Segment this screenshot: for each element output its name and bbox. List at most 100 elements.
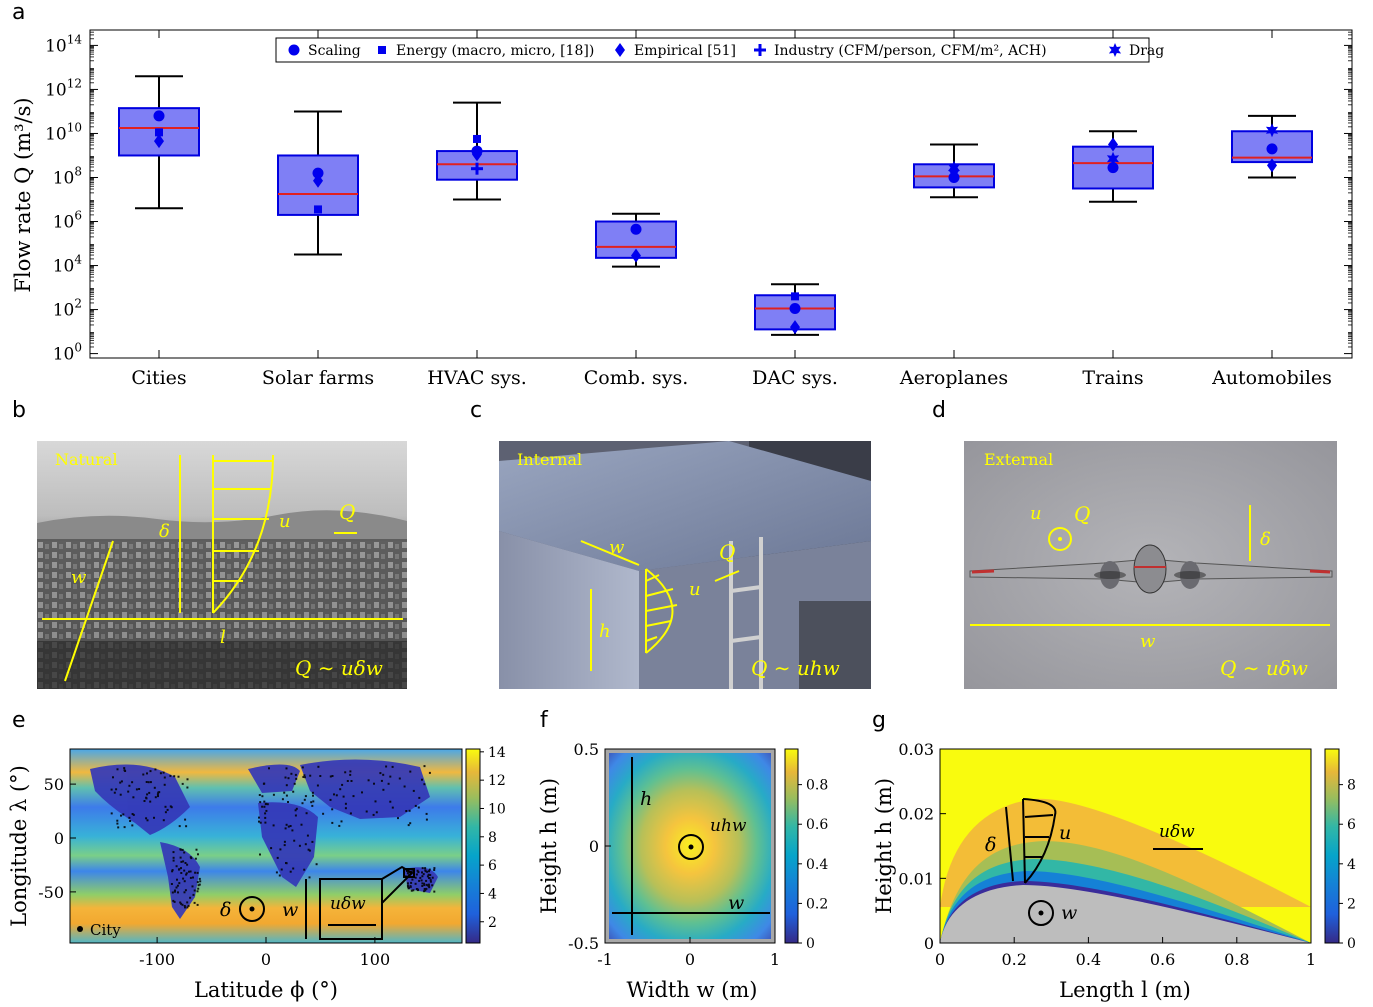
city-dot [131, 824, 134, 827]
legend-entry: Energy (macro, micro, [18]) [396, 43, 594, 59]
city-dot [116, 768, 119, 771]
city-dot [179, 901, 182, 904]
colorbar-tick-label: 0.2 [806, 896, 828, 912]
city-dot [263, 805, 266, 808]
colorbar-tick-label: 0.8 [806, 778, 828, 794]
city-dot [146, 819, 149, 822]
data-point-empirical [1108, 137, 1118, 152]
city-dot [412, 889, 415, 892]
x-tick-label: 0.4 [1076, 950, 1101, 969]
city-dot [264, 816, 267, 819]
data-point-empirical [790, 320, 800, 335]
city-dot [198, 877, 201, 880]
city-dot [116, 819, 119, 822]
annot-w: w [282, 899, 298, 921]
city-dot [181, 903, 184, 906]
city-dot [346, 780, 349, 782]
legend-entry: Drag [1129, 43, 1164, 59]
city-dot [303, 798, 306, 801]
colorbar-tick-label: 6 [488, 858, 497, 874]
y-tick-label: 108 [53, 164, 82, 188]
city-dot [311, 804, 314, 807]
colorbar-tick-label: 10 [488, 801, 506, 817]
city-dot [145, 817, 148, 820]
label-delta: δ [159, 521, 170, 542]
city-dot [312, 794, 314, 797]
y-tick-label: 100 [53, 341, 82, 365]
city-dot [142, 773, 145, 776]
city-dot [302, 776, 305, 778]
city-dot [172, 899, 175, 902]
city-dot [174, 889, 176, 892]
colorbar-tick-label: 4 [488, 886, 497, 902]
annot-uhw: uhw [710, 816, 747, 836]
city-dot [406, 884, 409, 887]
boundary-layer-heatmap: δ u uδw w 0 0.2 0.4 0.6 0.8 1 0 0.01 0.02 0.03 L… [873, 740, 1356, 1002]
city-dot [131, 813, 134, 815]
city-dot [146, 772, 148, 775]
city-dot [421, 871, 423, 874]
formula-natural: Q ∼ uδw [295, 656, 383, 680]
city-dot [417, 871, 420, 874]
natural-tag: Natural [55, 450, 118, 469]
city-dot [176, 878, 178, 881]
city-dot [270, 847, 273, 850]
city-dot [311, 840, 314, 843]
colorbar-tick-label: 0.6 [806, 817, 828, 833]
category-label: Trains [1082, 367, 1143, 389]
city-dot [264, 821, 267, 824]
label-l: l [220, 627, 226, 648]
city-dot [119, 793, 122, 796]
legend: Scaling Energy (macro, micro, [18]) Empiri… [275, 37, 1164, 63]
city-dot [132, 796, 135, 799]
city-dot [196, 881, 199, 884]
city-dot [317, 765, 320, 768]
city-dot [423, 884, 426, 886]
category-label: Aeroplanes [899, 367, 1008, 389]
city-dot [409, 885, 412, 888]
city-dot [184, 818, 187, 821]
city-dot [433, 890, 436, 893]
colorbar-tick-label: 0.4 [806, 857, 828, 873]
city-dot [425, 812, 428, 815]
city-dot [305, 812, 308, 815]
city-dot [421, 867, 424, 870]
annot-u: u [1059, 822, 1071, 844]
city-dot [175, 886, 178, 889]
label-w: w [71, 567, 87, 588]
city-dot [344, 807, 347, 810]
city-dot [184, 906, 186, 909]
city-dot [433, 867, 436, 870]
y-tick-label: 106 [53, 209, 82, 233]
city-dot [182, 877, 185, 880]
city-dot [197, 853, 199, 856]
city-dot [262, 782, 265, 785]
city-dot [303, 774, 306, 777]
city-dot [431, 876, 434, 879]
colorbar [1324, 748, 1340, 944]
x-tick-label: 0 [685, 950, 695, 969]
city-dot [115, 788, 118, 791]
city-dot [157, 795, 159, 798]
data-point-energy [314, 205, 322, 214]
city-dot [129, 820, 132, 822]
legend-city: City [90, 921, 121, 939]
city-dot [427, 873, 430, 876]
city-dot [122, 813, 125, 816]
city-dot [265, 809, 268, 812]
city-dot [319, 775, 322, 777]
city-dot [431, 884, 434, 887]
city-dot [199, 880, 202, 883]
city-dot [287, 777, 290, 780]
city-dot [301, 766, 304, 769]
city-dot [315, 863, 318, 866]
legend-entry: Scaling [308, 43, 361, 59]
city-dot [176, 884, 179, 887]
data-point-drag [1265, 123, 1279, 138]
city-dot [382, 773, 385, 776]
label-w: w [1140, 631, 1156, 652]
colorbar-tick-label: 2 [488, 915, 497, 931]
label-u: u [279, 511, 291, 532]
city-dot [301, 802, 304, 805]
city-dot [335, 794, 338, 797]
